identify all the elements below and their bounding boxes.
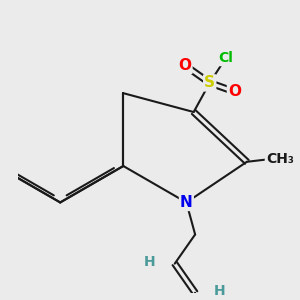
Text: O: O — [178, 58, 191, 73]
Text: S: S — [204, 75, 215, 90]
Text: Cl: Cl — [218, 51, 233, 65]
Text: H: H — [214, 284, 226, 298]
Text: CH₃: CH₃ — [266, 152, 294, 166]
Text: H: H — [144, 255, 156, 269]
Text: N: N — [180, 195, 193, 210]
Text: O: O — [228, 84, 241, 99]
